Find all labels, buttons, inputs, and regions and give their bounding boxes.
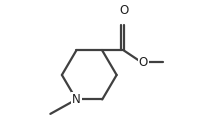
Text: O: O <box>119 4 129 17</box>
Text: N: N <box>72 93 81 106</box>
Text: O: O <box>139 56 148 69</box>
